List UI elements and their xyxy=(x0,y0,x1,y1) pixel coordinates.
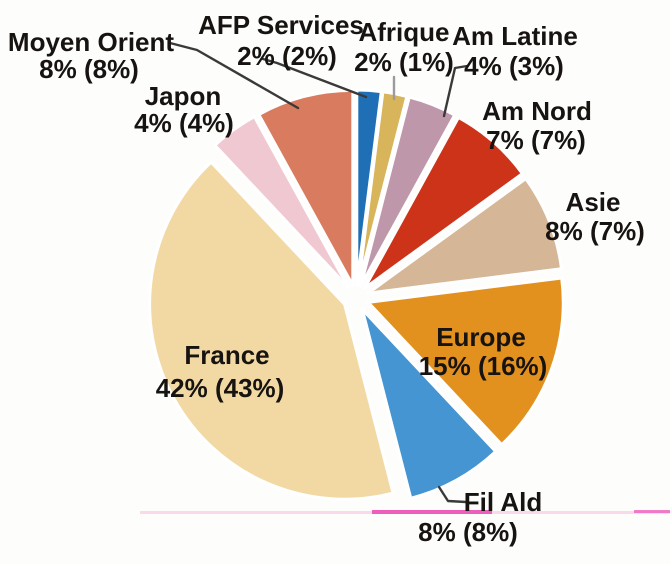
slice-name-japon: Japon xyxy=(144,81,222,111)
slice-value-am-latine: 4% (3%) xyxy=(464,51,564,81)
pie-slice-asie xyxy=(366,177,563,295)
slice-name-afp-services: AFP Services xyxy=(198,10,364,40)
slice-value-afp-services: 2% (2%) xyxy=(237,41,337,71)
slice-name-moyen-orient: Moyen Orient xyxy=(7,27,175,57)
pie-slice-am-latine xyxy=(359,95,457,288)
slice-value-fil-ald: 8% (8%) xyxy=(418,517,518,547)
slice-value-japon: 4% (4%) xyxy=(134,108,234,138)
pie-slice-afp-services xyxy=(355,88,383,287)
slice-value-asie: 8% (7%) xyxy=(545,216,645,246)
pie-slice-am-nord xyxy=(363,115,524,290)
slice-name-am-latine: Am Latine xyxy=(452,21,578,51)
slice-name-france: France xyxy=(184,340,270,370)
leader-line-fil-ald xyxy=(437,485,468,504)
pie-slice-fil-ald xyxy=(360,307,498,500)
slice-name-fil-ald: Fil Ald xyxy=(463,487,543,517)
slice-name-europe: Europe xyxy=(436,322,526,352)
pie-slice-europe xyxy=(366,276,565,447)
slice-value-afrique: 2% (1%) xyxy=(354,47,454,77)
leader-line-moyen-orient xyxy=(168,41,300,110)
slice-name-am-nord: Am Nord xyxy=(482,96,592,126)
slice-value-europe: 15% (16%) xyxy=(418,351,548,381)
slice-value-moyen-orient: 8% (8%) xyxy=(39,54,139,84)
slice-value-am-nord: 7% (7%) xyxy=(486,125,586,155)
leader-line-afp-services xyxy=(261,57,368,99)
leader-line-am-latine xyxy=(442,64,469,118)
pie-slice-france xyxy=(148,160,395,501)
slice-name-afrique: Afrique xyxy=(358,17,450,47)
pie-slice-japon xyxy=(213,115,350,289)
slice-value-france: 42% (43%) xyxy=(155,373,285,403)
slice-name-asie: Asie xyxy=(565,187,621,217)
